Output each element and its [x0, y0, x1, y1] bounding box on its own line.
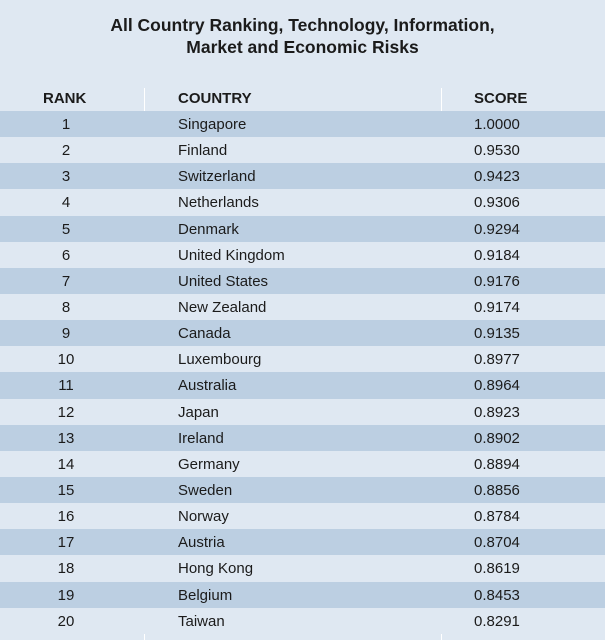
country-cell: Austria — [178, 534, 225, 552]
table-body: 1 Singapore 1.0000 2 Finland 0.9530 3 Switzerla… — [0, 111, 605, 634]
rank-cell: 12 — [57, 403, 75, 421]
score-cell: 0.9176 — [474, 272, 520, 290]
header-country: COUNTRY — [178, 90, 252, 107]
country-cell: Hong Kong — [178, 560, 254, 578]
table-row: 3 Switzerland 0.9423 — [0, 163, 605, 190]
rank-cell: 17 — [57, 534, 75, 552]
score-cell: 0.8291 — [474, 612, 520, 630]
rank-cell: 14 — [57, 455, 75, 473]
score-cell: 0.8964 — [474, 377, 520, 395]
table-row: 9 Canada 0.9135 — [0, 320, 605, 347]
country-cell: Switzerland — [178, 168, 256, 186]
score-cell: 0.8704 — [474, 534, 520, 552]
title-line-2: Market and Economic Risks — [186, 37, 419, 57]
header-rank: RANK — [43, 90, 87, 107]
rank-cell: 1 — [61, 116, 71, 133]
score-cell: 0.9423 — [474, 168, 520, 186]
country-cell: Germany — [178, 455, 240, 473]
table-row: 14 Germany 0.8894 — [0, 450, 605, 477]
score-cell: 0.8977 — [474, 351, 520, 369]
table-row: 17 Austria 0.8704 — [0, 529, 605, 556]
score-cell: 1.0000 — [474, 116, 520, 133]
country-cell: Luxembourg — [178, 351, 262, 369]
rank-cell: 13 — [57, 429, 75, 447]
table-row: 11 Australia 0.8964 — [0, 372, 605, 399]
score-cell: 0.8923 — [474, 403, 520, 421]
country-cell: Sweden — [178, 481, 233, 499]
country-cell: Singapore — [178, 116, 247, 133]
table-row: 13 Ireland 0.8902 — [0, 424, 605, 451]
title-line-1: All Country Ranking, Technology, Informa… — [110, 15, 495, 35]
table-row: 18 Hong Kong 0.8619 — [0, 555, 605, 582]
country-cell: Denmark — [178, 220, 239, 238]
table-row: 16 Norway 0.8784 — [0, 503, 605, 530]
table-row: 5 Denmark 0.9294 — [0, 215, 605, 242]
rank-cell: 7 — [61, 272, 71, 290]
table-row: 1 Singapore 1.0000 — [0, 111, 605, 138]
country-cell: Japan — [178, 403, 219, 421]
score-cell: 0.8619 — [474, 560, 520, 578]
rank-cell: 15 — [57, 481, 75, 499]
country-cell: United Kingdom — [178, 246, 285, 264]
rank-cell: 6 — [61, 246, 71, 264]
score-cell: 0.9174 — [474, 298, 520, 316]
score-cell: 0.8856 — [474, 481, 520, 499]
rank-cell: 16 — [57, 508, 75, 526]
country-cell: Finland — [178, 142, 228, 160]
table-row: 6 United Kingdom 0.9184 — [0, 241, 605, 268]
country-cell: Taiwan — [178, 612, 225, 630]
score-cell: 0.9294 — [474, 220, 520, 238]
country-cell: United States — [178, 272, 269, 290]
rank-cell: 18 — [57, 560, 75, 578]
score-cell: 0.9135 — [474, 325, 520, 343]
country-cell: Belgium — [178, 586, 233, 604]
score-cell: 0.8894 — [474, 455, 520, 473]
rank-cell: 9 — [61, 325, 71, 343]
score-cell: 0.8453 — [474, 586, 520, 604]
country-cell: Netherlands — [178, 194, 259, 212]
rank-cell: 2 — [61, 142, 71, 160]
table-row: 8 New Zealand 0.9174 — [0, 293, 605, 321]
table-row: 19 Belgium 0.8453 — [0, 581, 605, 608]
rank-cell: 19 — [57, 586, 75, 604]
rank-cell: 3 — [61, 168, 71, 186]
country-cell: Australia — [178, 377, 237, 395]
rank-cell: 11 — [58, 377, 74, 395]
rank-cell: 10 — [57, 351, 75, 369]
score-cell: 0.8902 — [474, 429, 520, 447]
score-cell: 0.9184 — [474, 246, 520, 264]
rank-cell: 8 — [61, 298, 71, 316]
table-row: 20 Taiwan 0.8291 — [0, 607, 605, 634]
header-score: SCORE — [474, 90, 528, 107]
rank-cell: 20 — [57, 612, 75, 630]
table-row: 15 Sweden 0.8856 — [0, 476, 605, 504]
table-header: RANK COUNTRY SCORE — [0, 88, 605, 110]
country-cell: New Zealand — [178, 298, 267, 316]
country-cell: Norway — [178, 508, 229, 526]
table-row: 10 Luxembourg 0.8977 — [0, 346, 605, 373]
score-cell: 0.8784 — [474, 508, 520, 526]
score-cell: 0.9530 — [474, 142, 520, 160]
table-row: 4 Netherlands 0.9306 — [0, 189, 605, 216]
country-cell: Ireland — [178, 429, 224, 447]
rank-cell: 5 — [61, 220, 71, 238]
rank-cell: 4 — [61, 194, 71, 212]
page-title: All Country Ranking, Technology, Informa… — [0, 0, 605, 58]
score-cell: 0.9306 — [474, 194, 520, 212]
table-row: 12 Japan 0.8923 — [0, 398, 605, 425]
country-cell: Canada — [178, 325, 231, 343]
table-row: 2 Finland 0.9530 — [0, 137, 605, 164]
table-row: 7 United States 0.9176 — [0, 267, 605, 294]
